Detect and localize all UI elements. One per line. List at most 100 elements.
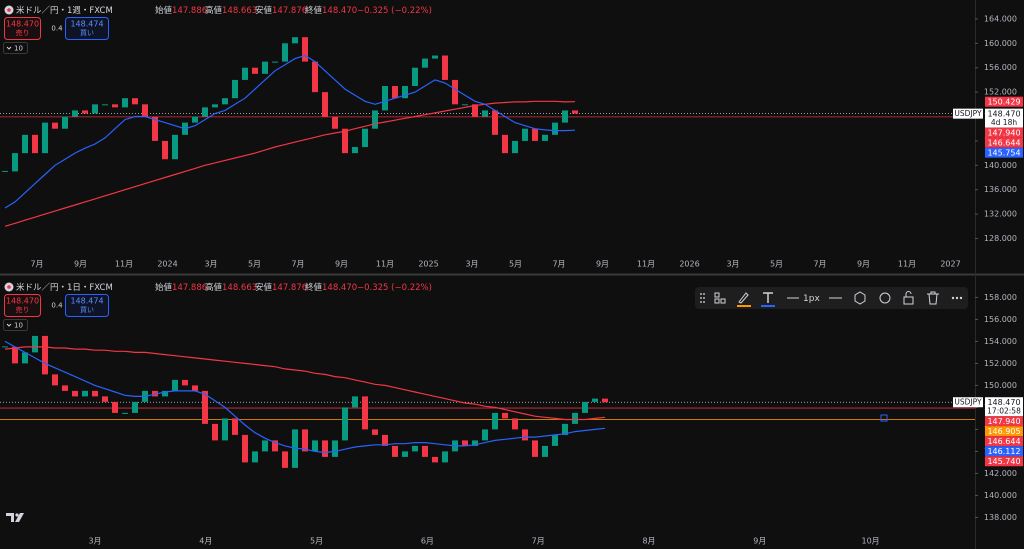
candle [352, 396, 358, 408]
candle [432, 55, 438, 59]
indicator-count: 10 [14, 322, 23, 330]
candle [272, 61, 278, 63]
price-marker-label: 146.644 [987, 139, 1020, 148]
symbol-flag-dot [7, 285, 11, 289]
candle [102, 104, 108, 106]
candle [462, 104, 468, 106]
candle [532, 440, 538, 457]
candle [132, 98, 138, 105]
template-icon[interactable] [714, 292, 726, 304]
buy-label: 買い [80, 306, 94, 314]
y-tick-label: 142.000 [984, 469, 1017, 478]
x-tick-label: 9月 [74, 260, 87, 269]
x-tick-label: 2026 [679, 260, 699, 269]
candle [192, 385, 198, 391]
price-marker [985, 397, 1023, 417]
line-color[interactable] [737, 292, 751, 307]
sell-button[interactable] [4, 294, 41, 317]
candle [462, 440, 468, 446]
candle [482, 429, 488, 441]
candle [52, 122, 58, 129]
candle [522, 128, 528, 141]
candle [542, 134, 548, 141]
x-tick-label: 7月 [532, 537, 545, 546]
sell-button[interactable] [4, 17, 41, 40]
candle [172, 379, 178, 391]
x-tick-label: 5月 [310, 537, 323, 546]
ohlc-value: 147.886 [172, 6, 207, 16]
price-marker [985, 456, 1023, 467]
delete-icon[interactable] [927, 291, 939, 305]
y-tick-label: 156.000 [984, 315, 1017, 324]
candle [122, 412, 128, 414]
candle [302, 37, 308, 62]
candle [372, 429, 378, 435]
candle [172, 134, 178, 160]
candle [132, 401, 138, 413]
candle [552, 122, 558, 135]
indicator-toggle[interactable] [3, 319, 28, 331]
text-color[interactable] [761, 292, 775, 307]
candle [332, 116, 338, 129]
price-marker-label: 146.644 [987, 437, 1020, 446]
lock-icon[interactable] [903, 291, 914, 305]
candle [72, 110, 78, 117]
price-marker-label: 148.470 [987, 110, 1020, 119]
buy-button[interactable] [65, 294, 109, 317]
candle [412, 67, 418, 87]
candle [512, 418, 518, 430]
candle [122, 98, 128, 108]
ohlc-label: 安値 [255, 5, 273, 16]
buy-price: 148.474 [70, 297, 103, 306]
symbol-flag-dot [7, 8, 11, 12]
x-tick-label: 9月 [753, 537, 766, 546]
alert-icon[interactable] [879, 292, 891, 304]
x-tick-label: 8月 [642, 537, 655, 546]
drag-handle[interactable] [700, 293, 705, 303]
candle [182, 379, 188, 386]
drawing-toolbar[interactable]: 1px [695, 287, 968, 309]
candle [422, 58, 428, 68]
candle [312, 440, 318, 452]
candle [592, 398, 598, 402]
ohlc-value: 147.886 [172, 283, 207, 293]
candle [332, 440, 338, 457]
line-width[interactable]: 1px [787, 294, 820, 304]
candle [492, 412, 498, 430]
y-tick-label: 156.000 [984, 63, 1017, 72]
symbol-tag-label: USDJPY [954, 109, 982, 118]
candle [72, 390, 78, 397]
candle [252, 451, 258, 463]
price-marker-label: 148.470 [987, 398, 1020, 407]
price-marker-label: 145.754 [987, 149, 1020, 158]
candle [532, 128, 538, 141]
y-tick-label: 138.000 [984, 513, 1017, 522]
price-marker [985, 96, 1023, 107]
ohlc-value: 148.663 [222, 6, 257, 16]
candle [292, 37, 298, 44]
candle [112, 104, 118, 108]
candle [322, 92, 328, 117]
candle [32, 134, 38, 154]
candle [552, 434, 558, 446]
x-tick-label: 5月 [770, 260, 783, 269]
indicator-toggle[interactable] [3, 42, 28, 54]
candle [352, 147, 358, 154]
ohlc-value: 148.663 [222, 283, 257, 293]
candle [212, 423, 218, 441]
x-tick-label: 2024 [157, 260, 177, 269]
buy-button[interactable] [65, 17, 109, 40]
candle [232, 79, 238, 99]
alert-marker[interactable] [880, 414, 888, 422]
candle [202, 390, 208, 424]
ohlc-label: 高値 [205, 282, 223, 293]
y-tick-label: 152.000 [984, 359, 1017, 368]
settings-icon[interactable] [854, 291, 866, 305]
candle [92, 390, 98, 397]
candle [242, 434, 248, 463]
logo [6, 513, 24, 522]
more-icon[interactable] [951, 296, 963, 300]
candle [502, 412, 508, 419]
candle [412, 445, 418, 452]
